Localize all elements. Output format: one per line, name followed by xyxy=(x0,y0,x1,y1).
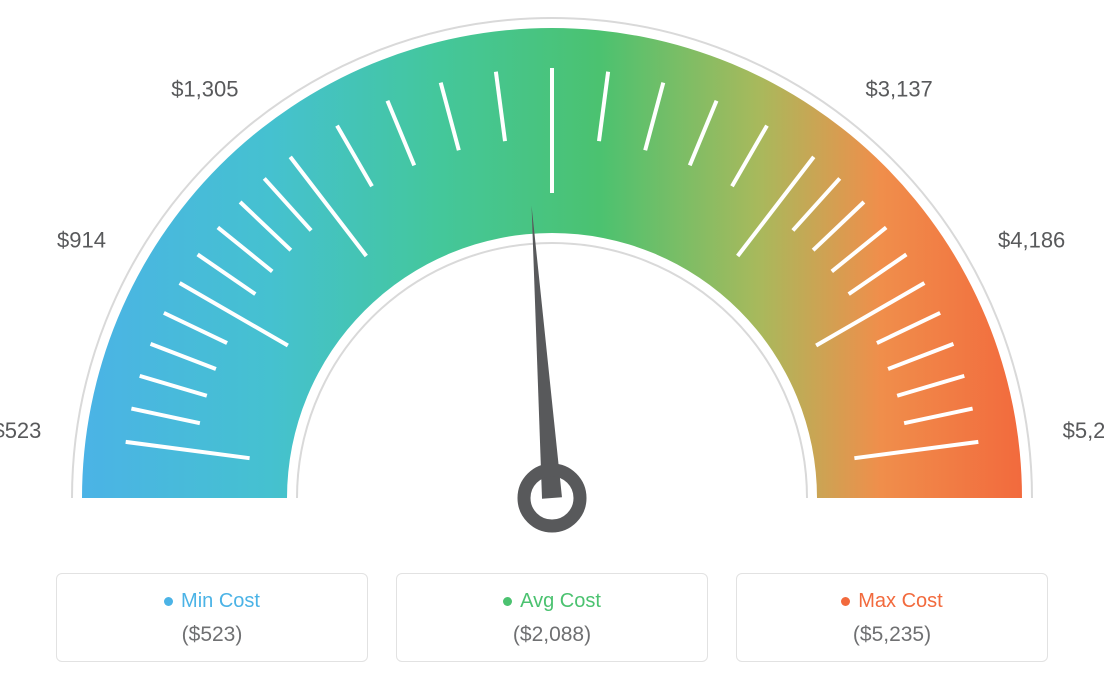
legend-max-title-line: Max Cost xyxy=(841,590,942,613)
legend-max-value: ($5,235) xyxy=(737,623,1047,647)
legend-row: Min Cost ($523) Avg Cost ($2,088) Max Co… xyxy=(0,573,1104,662)
gauge-svg: $523$914$1,305$2,088$3,137$4,186$5,235 xyxy=(0,0,1104,560)
gauge-tick-label: $5,235 xyxy=(1063,418,1104,443)
gauge-tick-label: $1,305 xyxy=(171,76,238,101)
legend-avg-value: ($2,088) xyxy=(397,623,707,647)
gauge-tick-label: $914 xyxy=(57,228,106,253)
legend-card-avg: Avg Cost ($2,088) xyxy=(396,573,708,662)
gauge-tick-label: $523 xyxy=(0,418,41,443)
gauge-chart: $523$914$1,305$2,088$3,137$4,186$5,235 xyxy=(0,0,1104,560)
gauge-tick-label: $4,186 xyxy=(998,228,1065,253)
legend-card-max: Max Cost ($5,235) xyxy=(736,573,1048,662)
legend-dot-max xyxy=(841,597,850,606)
legend-dot-min xyxy=(164,597,173,606)
legend-avg-title: Avg Cost xyxy=(520,590,601,613)
legend-min-title-line: Min Cost xyxy=(164,590,260,613)
gauge-tick-label: $3,137 xyxy=(866,76,933,101)
legend-min-value: ($523) xyxy=(57,623,367,647)
legend-max-title: Max Cost xyxy=(858,590,942,613)
legend-avg-title-line: Avg Cost xyxy=(503,590,601,613)
legend-dot-avg xyxy=(503,597,512,606)
legend-card-min: Min Cost ($523) xyxy=(56,573,368,662)
legend-min-title: Min Cost xyxy=(181,590,260,613)
cost-gauge-widget: $523$914$1,305$2,088$3,137$4,186$5,235 M… xyxy=(0,0,1104,690)
